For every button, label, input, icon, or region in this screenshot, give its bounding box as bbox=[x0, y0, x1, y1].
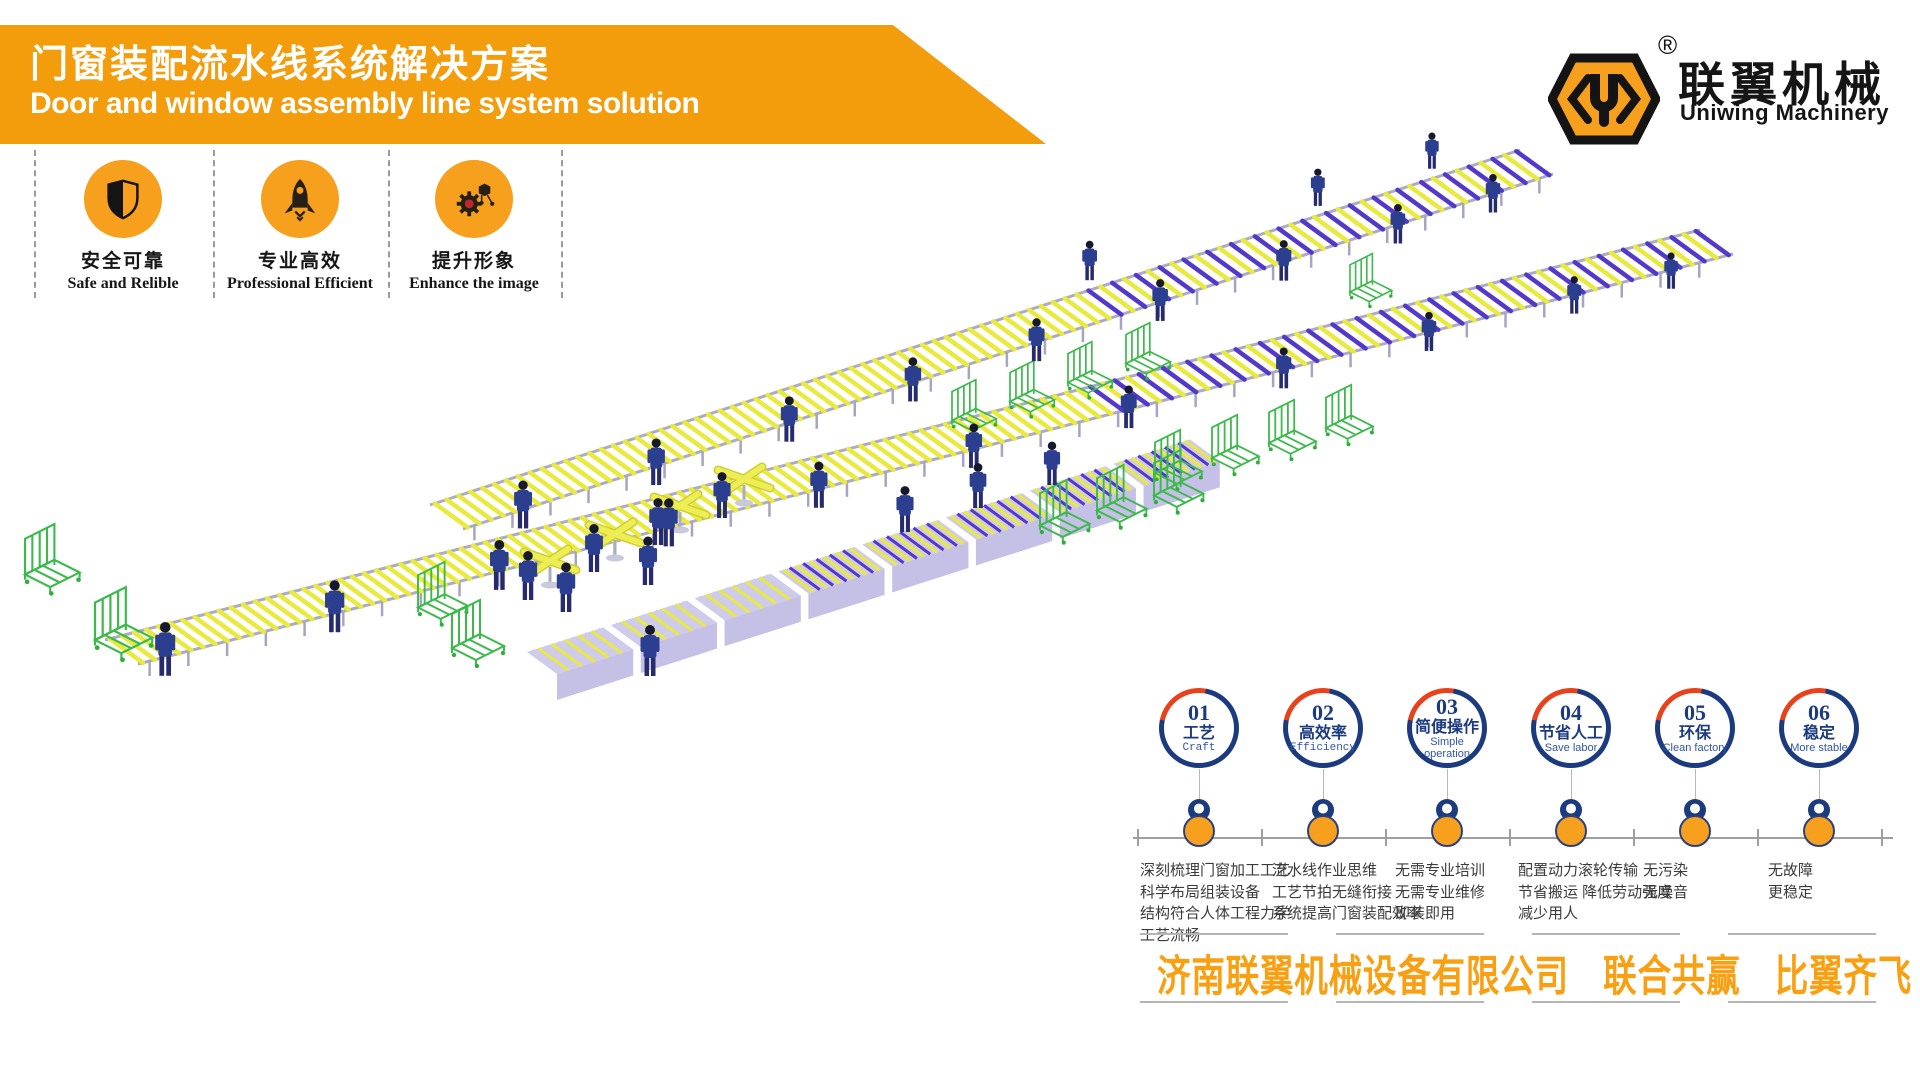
timeline-number: 04 bbox=[1560, 699, 1582, 725]
slogan-2: 比翼齐飞 bbox=[1774, 953, 1913, 1001]
timeline-number: 02 bbox=[1312, 699, 1334, 725]
timeline-label-en: Craft bbox=[1182, 741, 1216, 754]
timeline-label-zh: 高效率 bbox=[1298, 724, 1347, 742]
timeline-ring: 02 高效率 Efficiency bbox=[1283, 688, 1363, 768]
timeline-stem bbox=[1446, 769, 1448, 801]
timeline-label-zh: 节省人工 bbox=[1538, 724, 1603, 742]
timeline-item: 06 稳定 More stable bbox=[1767, 688, 1871, 847]
feature-label-en: Safe and Relible bbox=[67, 275, 179, 292]
timeline-label-en: Efficiency bbox=[1289, 741, 1356, 754]
timeline-tick bbox=[1385, 829, 1387, 846]
timeline-label-zh: 环保 bbox=[1678, 724, 1711, 742]
timeline-item: 01 工艺 Craft bbox=[1147, 688, 1251, 847]
brand-name-zh: 联翼机械 bbox=[1678, 58, 1886, 111]
dashed-divider bbox=[561, 150, 563, 298]
timeline-tick bbox=[1261, 829, 1263, 846]
timeline-label-en: Save labor bbox=[1544, 741, 1598, 754]
footer-slogan: 济南联翼机械设备有限公司 联合共赢 比翼齐飞 bbox=[1157, 942, 1912, 1004]
timeline-ring: 01 工艺 Craft bbox=[1159, 688, 1239, 768]
timeline-tick bbox=[1633, 829, 1635, 846]
brand-name-en: Uniwing Machinery bbox=[1680, 100, 1889, 125]
timeline-description: 配置动力滚轮传输 节省搬运 降低劳动强度 减少用人 bbox=[1518, 862, 1673, 922]
timeline-stem bbox=[1694, 769, 1696, 801]
timeline-ring: 05 环保 Clean factory bbox=[1655, 688, 1735, 768]
timeline-label-zh: 工艺 bbox=[1182, 724, 1215, 742]
page-title-en: Door and window assembly line system sol… bbox=[30, 87, 700, 120]
rule-bottom bbox=[1140, 1001, 1906, 1003]
dashed-divider bbox=[213, 150, 215, 298]
hexagon-u-logo-icon bbox=[1548, 53, 1660, 145]
timeline-tick bbox=[1137, 829, 1139, 846]
timeline-tick bbox=[1881, 829, 1883, 846]
timeline-stem bbox=[1198, 769, 1200, 801]
feature-label-zh: 安全可靠 bbox=[80, 251, 165, 272]
timeline-tick bbox=[1757, 829, 1759, 846]
timeline-label-en: Clean factory bbox=[1662, 741, 1728, 754]
timeline-label-en: More stable bbox=[1790, 741, 1848, 754]
slogan-1: 联合共赢 bbox=[1603, 953, 1741, 1001]
timeline-stem bbox=[1818, 769, 1820, 801]
feature-label-en: Professional Efficient bbox=[227, 275, 373, 292]
feature-safe: 安全可靠 Safe and Relible bbox=[35, 148, 211, 293]
feature-label-en: Enhance the image bbox=[409, 275, 539, 292]
registered-mark: ® bbox=[1658, 30, 1678, 60]
feature-label-zh: 专业高效 bbox=[257, 251, 342, 272]
timeline-number: 06 bbox=[1808, 699, 1830, 725]
timeline-ring: 04 节省人工 Save labor bbox=[1531, 688, 1611, 768]
timeline-tick bbox=[1509, 829, 1511, 846]
feature-professional: 专业高效 Professional Efficient bbox=[212, 148, 388, 293]
timeline-node-dot bbox=[1555, 815, 1587, 847]
timeline-stem bbox=[1322, 769, 1324, 801]
timeline-description: 深刻梳理门窗加工工艺 科学布局组装设备 结构符合人体工程力学 工艺流畅 bbox=[1140, 862, 1291, 944]
timeline-item: 02 高效率 Efficiency bbox=[1271, 688, 1375, 847]
timeline-description: 无污染 无噪音 bbox=[1643, 862, 1689, 901]
timeline-label-en: Simple operation bbox=[1424, 735, 1470, 760]
timeline-item: 03 简便操作 Simple operation bbox=[1395, 688, 1499, 847]
gear-molecule-icon bbox=[435, 160, 513, 238]
timeline-description: 无故障 更稳定 bbox=[1768, 862, 1814, 901]
timeline-number: 05 bbox=[1684, 699, 1706, 725]
timeline-stem bbox=[1570, 769, 1572, 801]
timeline-node-dot bbox=[1679, 815, 1711, 847]
timeline-number: 03 bbox=[1436, 693, 1458, 719]
shield-icon bbox=[84, 160, 162, 238]
page-title-zh: 门窗装配流水线系统解决方案 bbox=[30, 44, 551, 86]
timeline-description: 流水线作业思维 工艺节拍无缝衔接 系统提高门窗装配效率 bbox=[1272, 862, 1423, 922]
timeline-item: 04 节省人工 Save labor bbox=[1519, 688, 1623, 847]
timeline-item: 05 环保 Clean factory bbox=[1643, 688, 1747, 847]
company-name: 济南联翼机械设备有限公司 bbox=[1157, 953, 1569, 1001]
header-banner: 门窗装配流水线系统解决方案 Door and window assembly l… bbox=[0, 25, 1046, 144]
timeline-number: 01 bbox=[1188, 699, 1210, 725]
dashed-divider bbox=[388, 150, 390, 298]
timeline-ring: 03 简便操作 Simple operation bbox=[1407, 688, 1487, 768]
timeline-description: 无需专业培训 无需专业维修 即装即用 bbox=[1395, 862, 1486, 922]
feature-label-zh: 提升形象 bbox=[431, 251, 516, 272]
feature-image: 提升形象 Enhance the image bbox=[386, 148, 562, 293]
timeline-label-zh: 简便操作 bbox=[1414, 718, 1479, 736]
rule-top bbox=[1140, 933, 1906, 935]
timeline-axis bbox=[1133, 837, 1893, 839]
timeline-node-dot bbox=[1307, 815, 1339, 847]
brand-logo: ® 联翼机械 Uniwing Machinery bbox=[1540, 30, 1900, 146]
timeline-node-dot bbox=[1431, 815, 1463, 847]
timeline-ring: 06 稳定 More stable bbox=[1779, 688, 1859, 768]
timeline-node-dot bbox=[1803, 815, 1835, 847]
timeline-node-dot bbox=[1183, 815, 1215, 847]
timeline-label-zh: 稳定 bbox=[1802, 724, 1835, 742]
rocket-icon bbox=[261, 160, 339, 238]
dashed-divider bbox=[34, 150, 36, 298]
